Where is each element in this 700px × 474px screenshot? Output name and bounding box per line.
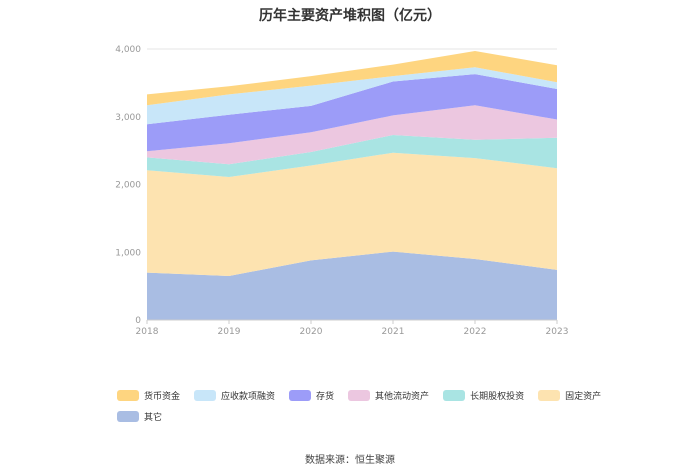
legend-swatch xyxy=(538,390,561,401)
x-tick-label: 2022 xyxy=(464,327,487,337)
legend-item[interactable]: 固定资产 xyxy=(538,389,601,402)
legend-label: 其他流动资产 xyxy=(375,392,430,402)
legend-swatch xyxy=(443,390,466,401)
area-chart: 0 1,000 2,000 3,000 4,000 2018 2019 2020 2021 202… xyxy=(115,45,569,337)
legend-swatch xyxy=(289,390,312,401)
legend-label: 存货 xyxy=(316,392,335,402)
area-series xyxy=(147,105,557,165)
legend-item[interactable]: 其他流动资产 xyxy=(348,389,429,402)
area-series xyxy=(147,51,557,106)
y-tick-label: 3,000 xyxy=(115,113,141,123)
legend-item[interactable]: 存货 xyxy=(289,389,334,402)
area-series xyxy=(147,74,557,152)
y-tick-label: 1,000 xyxy=(115,248,141,258)
legend-swatch xyxy=(348,390,371,401)
y-tick-label: 4,000 xyxy=(115,45,141,55)
x-tick-label: 2018 xyxy=(136,327,159,337)
data-source: 数据来源：恒生聚源 xyxy=(305,455,395,466)
area-series xyxy=(147,67,557,125)
legend-item[interactable]: 长期股权投资 xyxy=(443,389,524,402)
area-series xyxy=(147,152,557,276)
legend-label: 货币资金 xyxy=(144,392,181,402)
x-tick-label: 2021 xyxy=(382,327,405,337)
legend-label: 应收款项融资 xyxy=(221,392,276,402)
legend-label: 长期股权投资 xyxy=(470,392,525,402)
legend: 货币资金 应收款项融资 存货 其他流动资产 长期股权投资 固定资产其它 xyxy=(117,389,617,423)
legend-item[interactable]: 应收款项融资 xyxy=(194,389,275,402)
x-tick-label: 2019 xyxy=(218,327,241,337)
legend-swatch xyxy=(117,411,139,422)
y-tick-label: 0 xyxy=(135,316,141,326)
legend-swatch xyxy=(194,390,217,401)
legend-label: 其它 xyxy=(144,413,163,423)
legend-item[interactable]: 货币资金 xyxy=(117,389,180,402)
area-series xyxy=(147,251,557,320)
legend-label: 固定资产 xyxy=(565,392,602,402)
chart-title: 历年主要资产堆积图（亿元） xyxy=(259,8,441,24)
legend-item[interactable]: 其它 xyxy=(117,410,162,423)
x-tick-label: 2020 xyxy=(300,327,323,337)
y-tick-label: 2,000 xyxy=(115,181,141,191)
x-tick-label: 2023 xyxy=(546,327,569,337)
legend-swatch xyxy=(117,390,139,401)
area-series xyxy=(147,135,557,177)
